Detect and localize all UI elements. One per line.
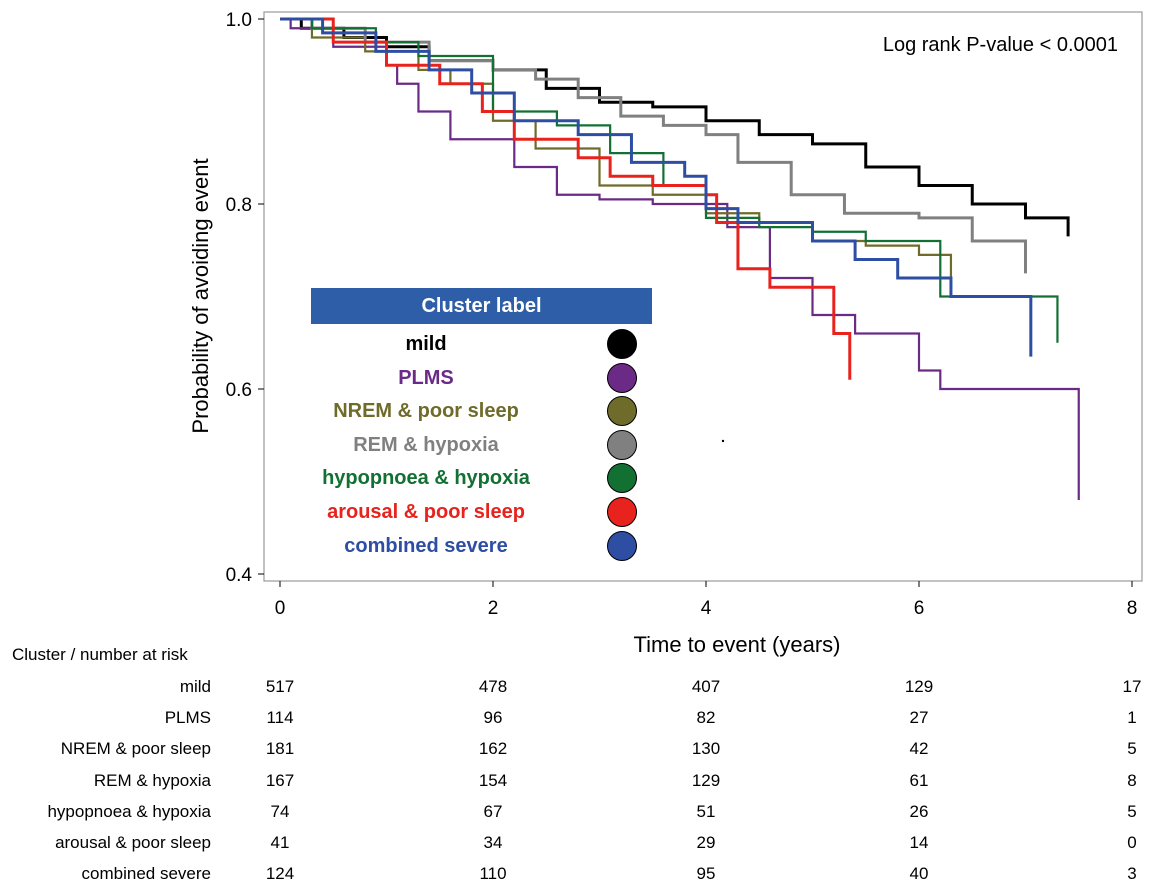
risk-value: 478 xyxy=(478,677,508,696)
series-line-combined-severe xyxy=(280,17,1033,357)
legend-item: REM & hypoxia xyxy=(311,428,652,462)
log-rank-annotation: Log rank P-value < 0.0001 xyxy=(883,34,1118,56)
risk-value: 130 xyxy=(691,739,721,759)
series-line-hypopnoea-hypoxia xyxy=(280,17,1059,343)
y-tick-label: 1.0 xyxy=(226,10,252,31)
risk-row-label: hypopnoea & hypoxia xyxy=(47,801,211,821)
legend-marker xyxy=(607,463,637,494)
series-line-mild xyxy=(280,17,1070,237)
x-tick-label: 2 xyxy=(488,598,499,619)
legend-label: hypopnoea & hypoxia xyxy=(322,467,530,490)
risk-value: 1 xyxy=(1127,708,1137,728)
legend-label: arousal & poor sleep xyxy=(327,501,525,523)
series-line-arousal-poor-sleep xyxy=(280,17,852,380)
x-axis: 0 2 4 6 8 xyxy=(275,581,1138,619)
risk-value: 114 xyxy=(266,708,294,728)
y-tick-label: 0.4 xyxy=(226,565,253,586)
legend-marker xyxy=(607,497,637,527)
x-axis-label: Time to event (years) xyxy=(633,632,840,657)
plot-frame xyxy=(263,11,1143,582)
series-layer xyxy=(280,17,1080,500)
y-axis-label: Probability of avoiding event xyxy=(188,158,213,433)
risk-table-row: combined severe 124 110 95 40 3 xyxy=(0,864,1149,894)
legend-item: NREM & poor sleep xyxy=(311,394,652,428)
legend-marker xyxy=(607,530,637,561)
risk-table-title: Cluster / number at risk xyxy=(12,645,188,664)
risk-value: 129 xyxy=(904,677,934,696)
risk-value: 51 xyxy=(696,801,716,821)
risk-value: 82 xyxy=(696,708,716,728)
risk-table-row: hypopnoea & hypoxia 74 67 51 26 5 xyxy=(0,802,1149,832)
legend-label: REM & hypoxia xyxy=(353,433,499,456)
risk-value: 110 xyxy=(479,864,507,884)
x-tick-label: 6 xyxy=(914,598,925,619)
risk-value: 17 xyxy=(1122,677,1142,696)
legend-marker xyxy=(607,396,637,427)
risk-value: 154 xyxy=(478,770,508,790)
risk-value: 29 xyxy=(696,833,716,852)
risk-value: 14 xyxy=(909,833,929,852)
x-tick-label: 4 xyxy=(701,598,712,619)
legend-marker xyxy=(607,429,637,460)
risk-value: 5 xyxy=(1127,801,1137,821)
risk-row-label: REM & hypoxia xyxy=(93,770,211,790)
x-tick-label: 8 xyxy=(1127,598,1138,619)
legend-item: arousal & poor sleep xyxy=(311,495,652,529)
legend-label: mild xyxy=(405,333,447,355)
series-line-nrem-poor-sleep xyxy=(280,17,953,278)
risk-value: 41 xyxy=(270,833,290,852)
legend-item: mild xyxy=(311,327,652,361)
risk-value: 124 xyxy=(265,864,295,884)
risk-value: 61 xyxy=(909,770,929,790)
legend-marker xyxy=(607,329,637,359)
risk-value: 27 xyxy=(909,708,929,728)
legend-item: PLMS xyxy=(311,361,652,395)
y-tick-label: 0.6 xyxy=(226,380,252,401)
risk-value: 407 xyxy=(691,677,721,696)
risk-value: 34 xyxy=(483,833,503,852)
legend-label: NREM & poor sleep xyxy=(333,400,519,423)
risk-value: 5 xyxy=(1127,739,1137,759)
legend-label: PLMS xyxy=(398,366,454,389)
risk-value: 67 xyxy=(483,801,503,821)
risk-value: 42 xyxy=(909,739,929,759)
risk-row-label: NREM & poor sleep xyxy=(60,739,211,759)
risk-value: 40 xyxy=(909,864,929,884)
risk-value: 129 xyxy=(691,770,721,790)
risk-table-row: NREM & poor sleep 181 162 130 42 5 xyxy=(0,739,1149,769)
risk-value: 3 xyxy=(1127,864,1137,884)
risk-row-label: mild xyxy=(179,677,211,696)
risk-table-row: arousal & poor sleep 41 34 29 14 0 xyxy=(0,833,1149,863)
risk-value: 8 xyxy=(1127,770,1137,790)
legend-marker xyxy=(607,362,637,393)
risk-table-row: mild 517 478 407 129 17 xyxy=(0,677,1149,707)
series-line-rem-hypoxia xyxy=(280,17,1027,274)
stray-dot xyxy=(721,439,725,443)
y-tick-label: 0.8 xyxy=(226,195,252,216)
y-axis: 0.4 0.6 0.8 1.0 xyxy=(226,10,264,586)
legend-item: hypopnoea & hypoxia xyxy=(311,461,652,495)
risk-value: 162 xyxy=(478,739,508,759)
risk-value: 26 xyxy=(909,801,929,821)
risk-value: 181 xyxy=(265,739,295,759)
risk-value: 96 xyxy=(483,708,503,728)
risk-value: 74 xyxy=(270,801,290,821)
risk-table-row: PLMS 114 96 82 27 1 xyxy=(0,708,1149,738)
risk-value: 95 xyxy=(696,864,716,884)
risk-value: 167 xyxy=(265,770,295,790)
risk-value: 517 xyxy=(265,677,295,696)
risk-table-row: REM & hypoxia 167 154 129 61 8 xyxy=(0,771,1149,801)
legend-label: combined severe xyxy=(344,534,508,557)
legend-item: combined severe xyxy=(311,529,652,563)
risk-row-label: arousal & poor sleep xyxy=(55,833,211,852)
risk-row-label: PLMS xyxy=(164,708,211,728)
risk-value: 0 xyxy=(1127,833,1137,852)
x-tick-label: 0 xyxy=(275,598,286,619)
legend-title: Cluster label xyxy=(311,288,652,324)
risk-row-label: combined severe xyxy=(81,864,211,884)
